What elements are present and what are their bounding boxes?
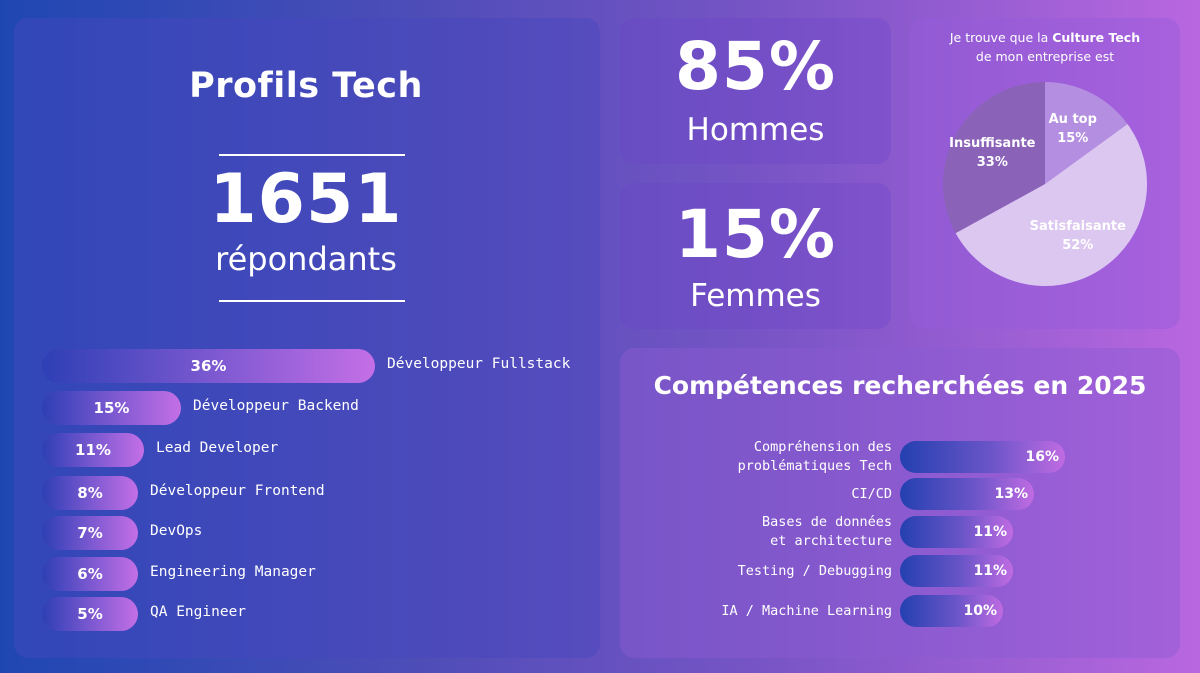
profile-bar-label: Développeur Fullstack (387, 356, 571, 372)
pie-slice-name: Au top (1048, 112, 1097, 128)
profile-bar-label: Développeur Backend (193, 398, 359, 414)
women-label: Femmes (690, 278, 821, 314)
skill-bar-label-line: Bases de données (761, 514, 892, 530)
skill-bar-label: Bases de données et architecture (762, 513, 892, 551)
pie-slice-value: 52% (1062, 237, 1094, 253)
profile-bar-label: DevOps (150, 523, 203, 539)
skill-bar-value: 13% (994, 486, 1028, 502)
profile-bar-label: Développeur Frontend (150, 483, 325, 499)
skill-bar: 11% (900, 555, 1013, 587)
profils-title: Profils Tech (189, 66, 423, 106)
profile-bar: 15% (42, 391, 181, 425)
pie-slice-label: Au top 15% (1013, 110, 1133, 148)
skill-bar-label-line: et architecture (770, 533, 892, 549)
pie-slice-name: Satisfaisante (1029, 218, 1126, 234)
pie-slice (955, 124, 1147, 287)
culture-question: Je trouve que la Culture Tech de mon entr… (910, 28, 1180, 66)
respondent-count: 1651 (209, 160, 403, 239)
skill-bar-label-line: CI/CD (851, 485, 892, 502)
women-percent: 15% (675, 196, 836, 273)
skill-bar: 13% (900, 478, 1034, 510)
pie-slice-value: 33% (976, 154, 1008, 170)
divider-bottom (219, 300, 405, 302)
skill-bar-value: 11% (973, 563, 1007, 579)
pie-slice-label: Insuffisante 33% (932, 134, 1052, 172)
culture-question-bold: Culture Tech (1052, 30, 1141, 45)
profils-panel (14, 18, 600, 658)
profile-bar-label: Engineering Manager (150, 564, 316, 580)
profile-bar: 5% (42, 597, 138, 631)
skill-bar: 11% (900, 516, 1013, 548)
culture-question-line2: de mon entreprise est (975, 49, 1115, 64)
skill-bar-label-line: Compréhension des (753, 439, 892, 455)
profile-bar: 11% (42, 433, 144, 467)
skills-title: Compétences recherchées en 2025 (653, 371, 1147, 400)
pie-slice-value: 15% (1057, 131, 1089, 147)
respondent-label: répondants (215, 240, 397, 278)
skill-bar-label: Compréhension des problématiques Tech (738, 438, 892, 476)
skill-bar-label: IA / Machine Learning (721, 602, 892, 621)
skill-bar-value: 10% (963, 603, 997, 619)
skill-bar-label: CI/CD (851, 485, 892, 504)
culture-pie-chart (943, 82, 1147, 287)
pie-slice-name: Insuffisante (949, 135, 1036, 151)
skill-bar-label-line: problématiques Tech (737, 458, 892, 474)
women-stat-panel (620, 183, 891, 329)
profile-bar: 8% (42, 476, 138, 510)
culture-question-prefix: Je trouve que la (949, 30, 1053, 45)
profile-bar: 6% (42, 557, 138, 591)
skill-bar: 16% (900, 441, 1065, 473)
skill-bar-label-line: IA / Machine Learning (721, 602, 892, 619)
profile-bar: 7% (42, 516, 138, 550)
divider-top (219, 154, 405, 156)
pie-slice (1045, 82, 1128, 184)
skill-bar-value: 11% (973, 524, 1007, 540)
skill-bar-value: 16% (1025, 449, 1059, 465)
skill-bar-label-line: Testing / Debugging (737, 562, 892, 579)
men-stat-panel (620, 18, 891, 164)
pie-slice-label: Satisfaisante 52% (1018, 217, 1138, 255)
profile-bar-label: QA Engineer (150, 604, 247, 620)
profile-bar-label: Lead Developer (156, 440, 279, 456)
profile-bar: 36% (42, 349, 375, 383)
men-percent: 85% (675, 28, 836, 105)
pie-slice (943, 82, 1045, 234)
men-label: Hommes (686, 112, 825, 148)
skill-bar: 10% (900, 595, 1003, 627)
skill-bar-label: Testing / Debugging (738, 562, 892, 581)
